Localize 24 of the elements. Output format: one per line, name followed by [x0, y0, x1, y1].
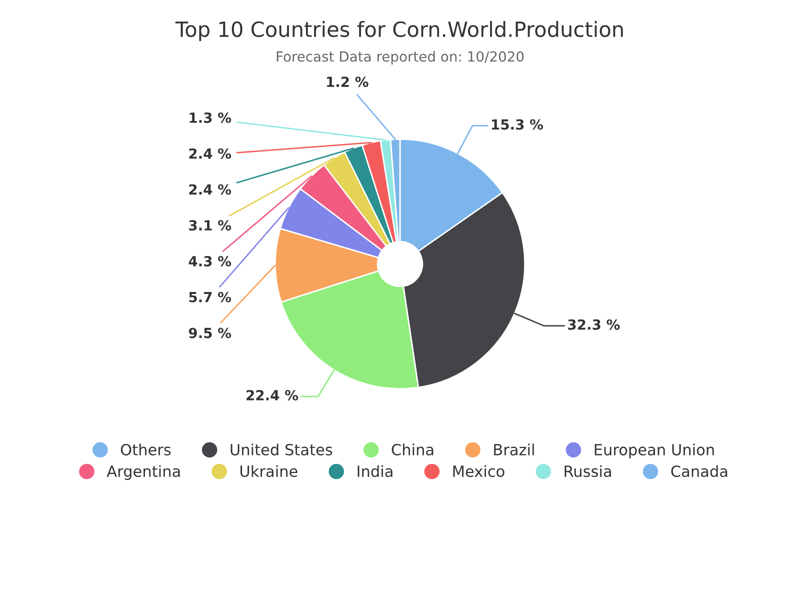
data-label: 4.3 % — [188, 256, 232, 266]
data-label: 1.3 % — [190, 112, 232, 123]
data-label: 15.3 % — [492, 119, 544, 130]
legend-label: Argentina — [106, 465, 180, 480]
legend-label: India — [358, 465, 392, 478]
data-label: 22.4 % — [246, 390, 298, 400]
legend-label: Mexico — [453, 465, 504, 478]
data-label: 9.5 % — [188, 328, 232, 338]
data-label: 5.7 % — [189, 292, 232, 302]
data-label: 2.4 % — [189, 184, 232, 195]
chart-subtitle: Forecast Data reported on: 10/2020 — [276, 51, 524, 64]
legend-label: United States — [230, 444, 332, 456]
data-label: 1.2 % — [327, 76, 368, 88]
legend-label: European Union — [594, 444, 714, 458]
legend-label: Canada — [671, 465, 728, 478]
legend-label: Ukraine — [240, 465, 298, 478]
legend-label: Russia — [564, 465, 611, 478]
data-label: 32.3 % — [568, 319, 620, 330]
legend-label: China — [392, 444, 434, 456]
chart-title: Top 10 Countries for Corn.World.Production — [175, 21, 623, 42]
legend-label: Brazil — [494, 444, 534, 456]
data-label: 2.4 % — [189, 148, 232, 159]
data-label: 3.1 % — [189, 220, 232, 231]
legend-label: Others — [120, 444, 171, 456]
